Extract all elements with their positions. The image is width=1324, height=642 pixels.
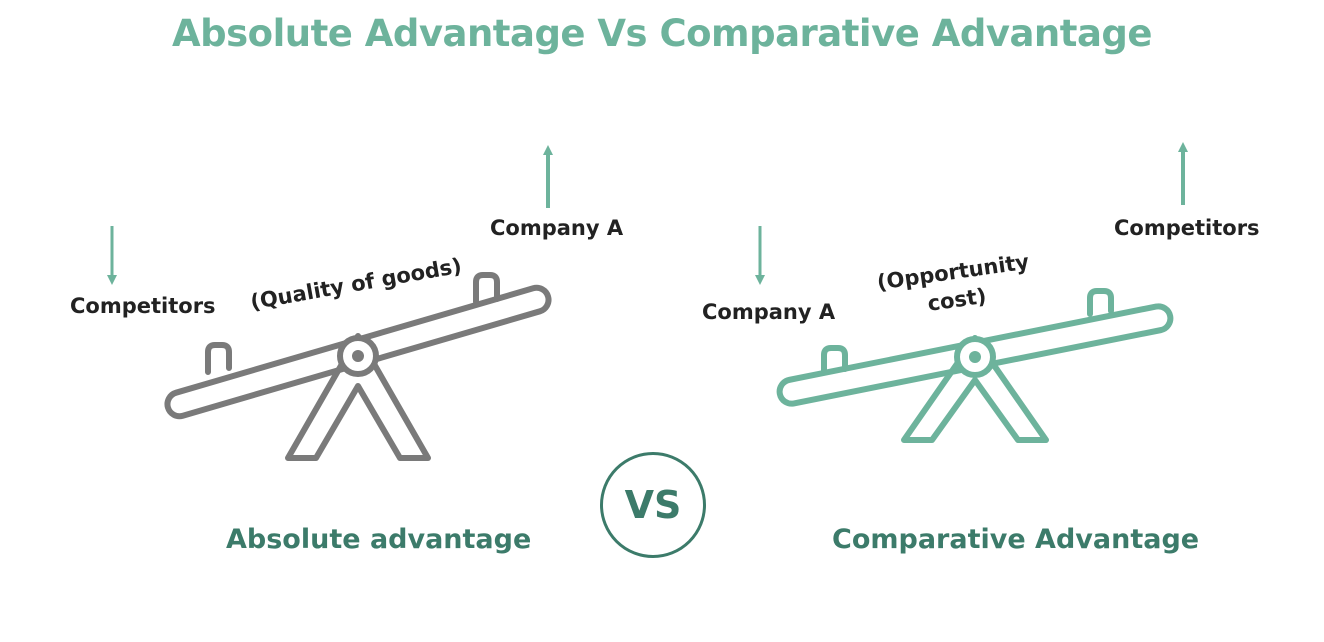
vs-badge: VS (600, 452, 706, 558)
right-low-side-label: Company A (702, 300, 836, 324)
left-high-side-label: Company A (490, 216, 624, 240)
vs-text: VS (624, 483, 682, 527)
seesaw-right-base (901, 335, 1049, 443)
seesaw-right-pivot (969, 351, 981, 363)
left-low-side-label: Competitors (70, 294, 216, 318)
seesaw-left-icon (164, 272, 552, 461)
page-title: Absolute Advantage Vs Comparative Advant… (172, 12, 1153, 55)
left-caption: Absolute advantage (226, 524, 532, 555)
seesaw-right-icon (776, 288, 1174, 443)
seesaw-right-handle-high (1087, 288, 1114, 317)
seesaw-left-handle-low (205, 342, 232, 375)
seesaw-left-pivot (352, 350, 364, 362)
seesaw-right-handle-low (821, 345, 848, 375)
right-high-side-label: Competitors (1114, 216, 1260, 240)
seesaw-left-handle-high (473, 272, 500, 305)
right-caption: Comparative Advantage (832, 524, 1200, 555)
seesaw-left-base (285, 333, 431, 461)
